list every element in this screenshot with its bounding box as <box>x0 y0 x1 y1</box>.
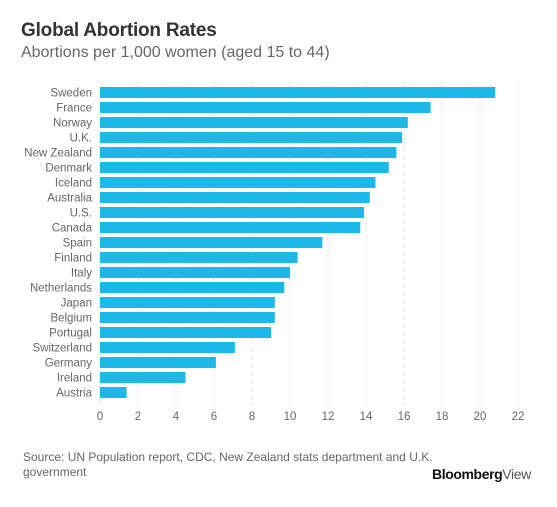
bar <box>100 162 389 173</box>
category-label: Canada <box>52 223 93 235</box>
x-tick-label: 18 <box>436 411 449 423</box>
category-label: Ireland <box>57 373 92 385</box>
category-label: Switzerland <box>33 343 92 355</box>
category-label: Belgium <box>50 313 92 325</box>
x-tick-label: 4 <box>173 411 180 423</box>
bar <box>100 87 496 98</box>
category-label: Netherlands <box>30 283 92 295</box>
bar <box>100 342 235 353</box>
x-tick-label: 6 <box>211 411 217 423</box>
x-tick-label: 8 <box>249 411 255 423</box>
bar <box>100 267 290 278</box>
x-tick-label: 20 <box>474 411 487 423</box>
category-label: Germany <box>45 358 93 370</box>
chart-title: Global Abortion Rates <box>21 20 217 41</box>
x-tick-label: 22 <box>512 411 525 423</box>
bar <box>100 207 365 218</box>
bar <box>100 387 127 398</box>
chart-subtitle: Abortions per 1,000 women (aged 15 to 44… <box>21 44 330 61</box>
bar <box>100 177 376 188</box>
category-label: France <box>56 103 92 115</box>
bar <box>100 252 298 263</box>
bar <box>100 222 361 233</box>
bar <box>100 132 403 143</box>
category-label: New Zealand <box>24 148 92 160</box>
category-label: Finland <box>54 253 92 265</box>
bar <box>100 147 397 158</box>
bar <box>100 327 271 338</box>
source-note: Source: UN Population report, CDC, New Z… <box>23 450 433 479</box>
category-label: Denmark <box>45 163 92 175</box>
bar <box>100 282 285 293</box>
bar <box>100 297 275 308</box>
category-label: Austria <box>56 388 92 400</box>
brand-light: View <box>502 466 531 482</box>
x-tick-label: 12 <box>322 411 335 423</box>
x-tick-label: 2 <box>135 411 141 423</box>
bar-chart: 0 2 4 6 8 10 12 14 16 18 20 22 Sweden France Norway U.K… <box>24 82 525 423</box>
category-label: Norway <box>53 118 92 130</box>
category-label: U.K. <box>70 133 92 145</box>
x-tick-label: 14 <box>360 411 373 423</box>
category-label: Spain <box>63 238 92 250</box>
bar <box>100 117 408 128</box>
category-label: Iceland <box>55 178 92 190</box>
x-tick-label: 0 <box>97 411 103 423</box>
bloomberg-view-logo: BloombergView <box>432 466 531 482</box>
category-label: Sweden <box>50 88 92 100</box>
bar <box>100 192 370 203</box>
brand-bold: Bloomberg <box>432 466 503 482</box>
bar <box>100 102 431 113</box>
bar <box>100 312 275 323</box>
category-label: Japan <box>61 298 92 310</box>
x-tick-label: 16 <box>398 411 411 423</box>
bar <box>100 237 323 248</box>
category-label: Australia <box>47 193 92 205</box>
bar <box>100 357 216 368</box>
category-label: U.S. <box>70 208 92 220</box>
x-tick-label: 10 <box>284 411 297 423</box>
category-label: Italy <box>71 268 92 280</box>
category-label: Portugal <box>49 328 92 340</box>
bar <box>100 372 186 383</box>
